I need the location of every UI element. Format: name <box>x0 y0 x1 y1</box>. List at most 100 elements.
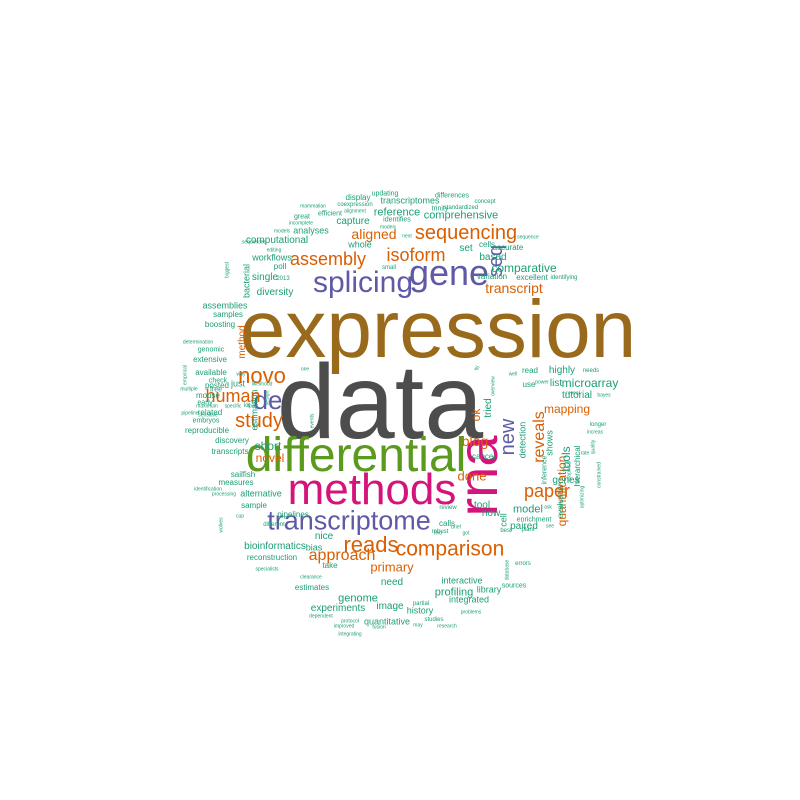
word-processing: processing <box>211 491 237 498</box>
word-model: model <box>513 503 543 516</box>
word-updating: updating <box>371 190 399 198</box>
word-image: image <box>376 601 404 612</box>
word-quality: quality <box>590 439 597 455</box>
word-embryos: embryos <box>192 417 220 425</box>
word-differences: differences <box>434 192 470 200</box>
word-reference: reference <box>373 206 421 219</box>
word-experiments: experiments <box>310 603 366 614</box>
word-sequencing: sequencing <box>414 222 518 244</box>
word-approach: approach <box>308 547 376 564</box>
word-free: free <box>209 386 223 394</box>
word-comparison: comparison <box>395 537 505 561</box>
word-identifying: identifying <box>550 275 578 281</box>
word-identifies: identifies <box>383 216 411 224</box>
word-methods: methods <box>287 465 457 514</box>
word-enrichment: enrichment <box>516 516 552 524</box>
word-mammalian: mammalian <box>300 203 326 210</box>
word-comprehensive: comprehensive <box>423 209 499 222</box>
word-tried: tried <box>483 398 494 418</box>
word-editing: editing <box>266 247 282 254</box>
word-increas: increas <box>586 429 604 436</box>
word-gene: gene <box>408 252 490 293</box>
word-dependent: dependent <box>309 613 333 620</box>
word-available: available <box>195 368 227 377</box>
word-analyses: analyses <box>293 225 329 236</box>
word-isoform: isoform <box>386 245 446 265</box>
word-posted: posted <box>204 381 230 390</box>
word-bayes: bayes <box>597 392 611 399</box>
word-partial: partial <box>412 601 430 607</box>
word-sequences: sequences <box>241 239 267 246</box>
word-workflows: workflows <box>252 252 292 263</box>
word-design: design <box>264 390 271 406</box>
word-multiple: multiple <box>180 386 198 393</box>
word-transcript: transcript <box>485 280 543 296</box>
word-single: single <box>251 272 279 283</box>
word-need: need <box>380 577 404 588</box>
word-different: different <box>263 522 285 528</box>
word-microarray: microarray <box>561 376 619 390</box>
word-computational: computational <box>245 235 309 246</box>
word-capture: capture <box>336 216 370 227</box>
word-measures: measures <box>218 478 254 487</box>
word-transcriptomes: transcriptomes <box>380 195 440 206</box>
word-done: done <box>457 468 487 484</box>
word-estimation: estimation <box>249 389 260 431</box>
word-tutorial: tutorial <box>561 390 593 401</box>
word-next: next <box>402 233 412 240</box>
word-models: models <box>273 228 291 235</box>
word-find: find <box>433 530 443 537</box>
word-de: de <box>253 385 283 415</box>
word-human: human <box>205 386 261 406</box>
word-assemblies: assemblies <box>202 300 248 311</box>
word-2013: 2013 <box>276 276 290 282</box>
word-comparative: comparative <box>491 261 557 275</box>
word-sensitive: sensitive <box>198 412 218 419</box>
word-small: small <box>381 265 397 271</box>
word-errors: errors <box>515 561 531 567</box>
word-shows: shows <box>544 430 555 456</box>
word-determination: determination <box>182 339 214 346</box>
word-estimates: estimates <box>294 583 330 592</box>
word-robust: robust <box>431 529 449 535</box>
word-just: just <box>230 378 246 389</box>
word-empirical: empirical <box>182 364 189 386</box>
word-genomic: genomic <box>197 346 225 354</box>
word-brief: brief <box>451 524 461 531</box>
word-optimizing: optimizing <box>579 485 586 509</box>
word-overview: overview <box>490 376 497 396</box>
word-mouse: mouse <box>195 391 221 400</box>
word-fusion: fusion <box>372 624 386 631</box>
word-interactive: interactive <box>441 575 483 586</box>
word-reveal: reveal <box>566 390 580 397</box>
word-needs: needs <box>582 368 600 374</box>
word-well: well <box>508 371 518 378</box>
word-reconstruction: reconstruction <box>246 553 298 562</box>
word-alignment: alignment <box>344 208 366 215</box>
word-bacterial: bacterial <box>241 263 252 299</box>
word-based: based <box>479 252 507 263</box>
word-short: short <box>254 439 282 453</box>
word-profiling: profiling <box>434 586 474 599</box>
word-genome: genome <box>338 592 378 605</box>
word-rate: rate <box>580 450 590 457</box>
word-method: method <box>237 325 248 359</box>
word-best: best <box>500 528 512 534</box>
word-constrained: constrained <box>596 462 603 488</box>
word-excellent: excellent <box>516 273 548 282</box>
word-diversity: diversity <box>256 287 294 298</box>
word-standardized: standardized <box>443 205 479 211</box>
word-accurate: accurate <box>492 243 524 252</box>
word-review: review <box>439 505 457 511</box>
word-assembly: assembly <box>289 249 367 269</box>
word-reads: reads <box>343 532 399 557</box>
word-way: way <box>236 371 246 378</box>
word-trinity: trinity <box>431 205 449 213</box>
word-one: one <box>300 366 310 373</box>
word-sources: sources <box>501 582 527 590</box>
word-display: display <box>345 193 371 202</box>
word-use: use <box>522 380 536 389</box>
word-wolves: wolves <box>218 517 225 533</box>
word-data: data <box>276 343 484 461</box>
word-discovery: discovery <box>215 436 249 445</box>
